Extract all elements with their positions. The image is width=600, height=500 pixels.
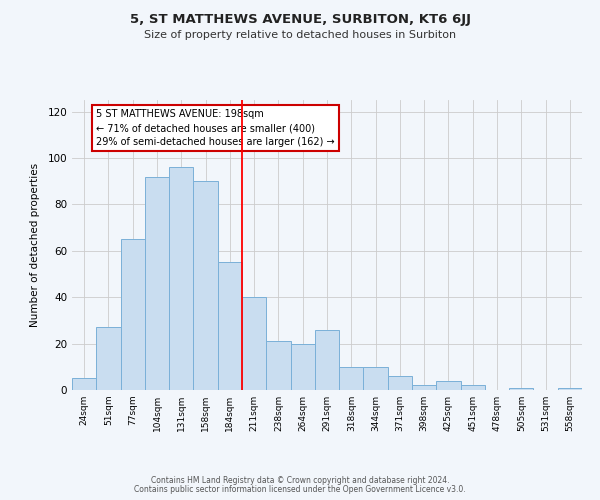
Bar: [96, 328, 121, 390]
Bar: [339, 367, 364, 390]
Bar: [121, 239, 145, 390]
Bar: [315, 330, 339, 390]
Bar: [169, 168, 193, 390]
Text: Contains public sector information licensed under the Open Government Licence v3: Contains public sector information licen…: [134, 485, 466, 494]
Bar: [242, 297, 266, 390]
Text: 5, ST MATTHEWS AVENUE, SURBITON, KT6 6JJ: 5, ST MATTHEWS AVENUE, SURBITON, KT6 6JJ: [130, 12, 470, 26]
Bar: [72, 378, 96, 390]
Bar: [461, 386, 485, 390]
Bar: [388, 376, 412, 390]
Bar: [290, 344, 315, 390]
Text: Contains HM Land Registry data © Crown copyright and database right 2024.: Contains HM Land Registry data © Crown c…: [151, 476, 449, 485]
Bar: [193, 181, 218, 390]
Bar: [436, 380, 461, 390]
Bar: [509, 388, 533, 390]
Bar: [218, 262, 242, 390]
Text: Size of property relative to detached houses in Surbiton: Size of property relative to detached ho…: [144, 30, 456, 40]
Bar: [412, 386, 436, 390]
Bar: [145, 176, 169, 390]
Bar: [364, 367, 388, 390]
Bar: [558, 388, 582, 390]
Bar: [266, 342, 290, 390]
Y-axis label: Number of detached properties: Number of detached properties: [31, 163, 40, 327]
Text: 5 ST MATTHEWS AVENUE: 198sqm
← 71% of detached houses are smaller (400)
29% of s: 5 ST MATTHEWS AVENUE: 198sqm ← 71% of de…: [96, 110, 335, 148]
